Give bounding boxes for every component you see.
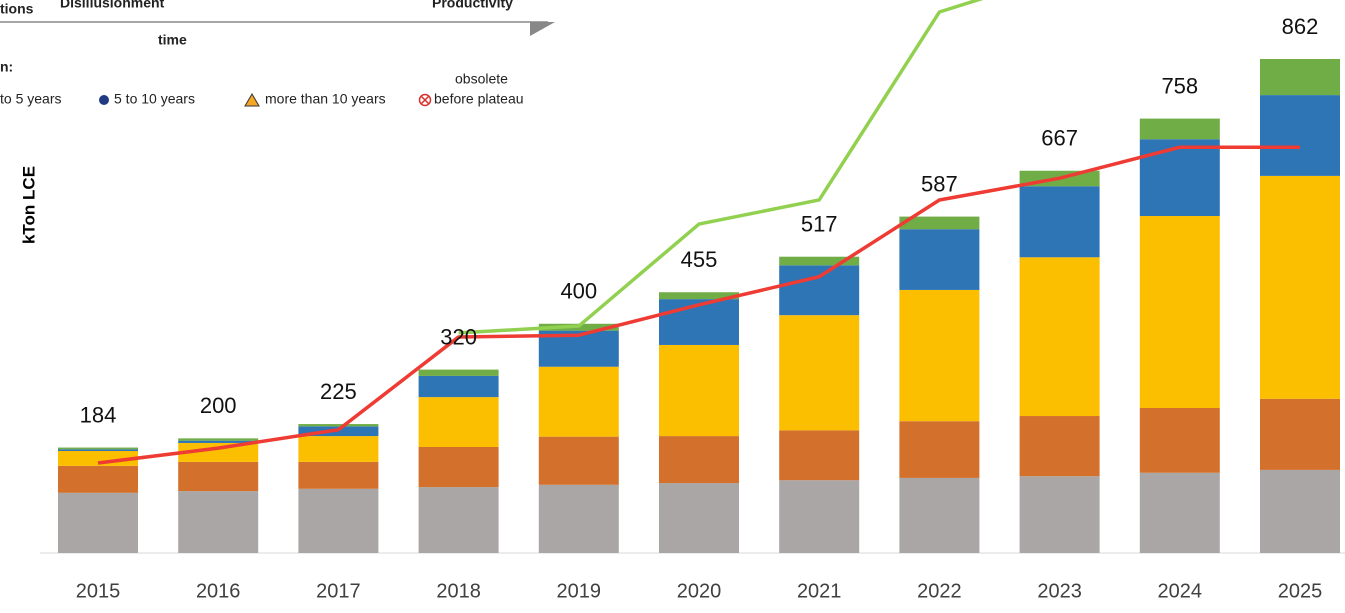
overlay-text: Disillusionment	[60, 0, 165, 11]
total-label: 400	[560, 279, 597, 304]
bar-segment	[418, 487, 499, 553]
bar-segment	[418, 375, 499, 398]
x-tick-label: 2025	[1278, 580, 1323, 602]
legend-icon	[99, 95, 109, 105]
bar-segment	[1139, 408, 1220, 473]
total-label: 184	[80, 402, 117, 427]
bar-segment	[298, 436, 379, 462]
x-tick-label: 2018	[436, 580, 481, 602]
total-label: 225	[320, 379, 357, 404]
bar-segment	[779, 430, 860, 481]
legend-text: before plateau	[434, 91, 524, 107]
bar-segment	[1260, 175, 1340, 399]
total-label: 455	[681, 247, 718, 272]
x-tick-label: 2019	[557, 580, 602, 602]
legend-text: to 5 years	[0, 91, 61, 107]
bar-segment	[178, 442, 259, 462]
x-tick-label: 2024	[1158, 580, 1203, 602]
bar-segment	[1260, 469, 1340, 553]
overlay-text: tions	[0, 1, 34, 17]
legend-icon	[244, 93, 260, 107]
bar-segment	[298, 461, 379, 489]
arrow	[530, 22, 555, 36]
bar-segment	[418, 397, 499, 447]
bar-segment	[779, 480, 860, 553]
x-tick-label: 2023	[1037, 580, 1082, 602]
bar-segment	[899, 229, 980, 290]
legend-text: more than 10 years	[265, 91, 386, 107]
bar-segment	[418, 369, 499, 376]
overlay-text: Productivity	[432, 0, 513, 11]
bar-segment	[58, 447, 138, 450]
bar-segment	[659, 344, 739, 437]
bar-segment	[1019, 257, 1100, 417]
total-label: 200	[200, 393, 237, 418]
x-tick-label: 2017	[316, 580, 361, 602]
x-tick-label: 2015	[76, 580, 121, 602]
bar-segment	[1139, 216, 1220, 409]
line	[458, 0, 984, 335]
legend-text: 5 to 10 years	[114, 91, 195, 107]
total-label: 587	[921, 171, 958, 196]
bar-segment	[1019, 186, 1100, 258]
total-label: 320	[440, 324, 477, 349]
line	[97, 145, 1300, 465]
bar-segment	[1139, 139, 1220, 217]
bar-segment	[1019, 416, 1100, 477]
legend-icon	[420, 95, 430, 105]
bar-segment	[1260, 95, 1340, 176]
bar-segment	[538, 366, 619, 437]
bar-segment	[58, 492, 138, 553]
bar-segment	[178, 491, 259, 553]
overlay: tions Disillusionment Productivity time …	[0, 0, 575, 118]
total-label: 758	[1161, 73, 1198, 98]
total-label: 862	[1282, 14, 1319, 39]
overlay-text: n:	[0, 59, 13, 75]
bar-segment	[538, 484, 619, 553]
total-label: 517	[801, 212, 838, 237]
x-tick-label: 2020	[677, 580, 722, 602]
bar-segment	[899, 477, 980, 553]
bar-segment	[58, 449, 138, 451]
bar-segment	[899, 289, 980, 422]
bar-segment	[779, 256, 860, 266]
x-tick-label: 2022	[917, 580, 962, 602]
y-axis-label: kTon LCE	[19, 166, 38, 244]
bar-segment	[899, 216, 980, 230]
bar-segment	[1260, 398, 1340, 470]
bar-segment	[659, 299, 739, 345]
bar-segment	[1019, 476, 1100, 553]
bar-segment	[1260, 58, 1340, 96]
overlay-text: time	[158, 32, 187, 48]
bar-segment	[538, 436, 619, 485]
overlay-text: obsolete	[455, 71, 508, 87]
bar-segment	[899, 421, 980, 478]
total-label: 667	[1041, 126, 1078, 151]
bar-segment	[58, 465, 138, 493]
overlay-bg	[0, 0, 575, 118]
bar-segment	[1139, 118, 1220, 140]
bar-segment	[298, 488, 379, 553]
bar-segment	[178, 440, 259, 443]
bar-segment	[779, 315, 860, 431]
x-tick-label: 2016	[196, 580, 241, 602]
bar-segment	[178, 438, 259, 441]
bar-segment	[659, 436, 739, 484]
bar-segment	[779, 265, 860, 316]
bar-segment	[659, 292, 739, 300]
bar-segment	[178, 461, 259, 492]
bar-segment	[659, 483, 739, 553]
bar-segment	[1139, 472, 1220, 553]
x-tick-label: 2021	[797, 580, 842, 602]
bar-segment	[298, 424, 379, 427]
bar-segment	[418, 446, 499, 488]
